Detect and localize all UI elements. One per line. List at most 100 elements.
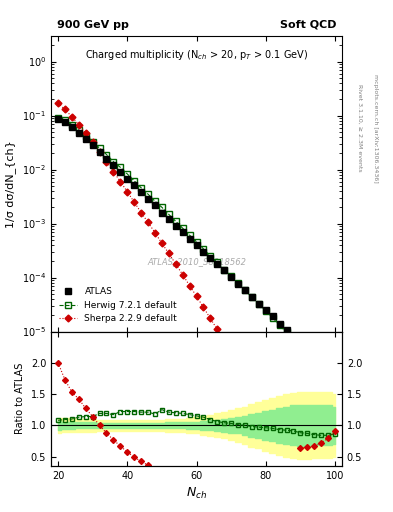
Sherpa 2.2.9 default <box>291 451 296 457</box>
ATLAS <box>125 176 130 182</box>
Sherpa 2.2.9 default <box>277 429 282 435</box>
Legend: ATLAS, Herwig 7.2.1 default, Sherpa 2.2.9 default: ATLAS, Herwig 7.2.1 default, Sherpa 2.2.… <box>55 284 181 327</box>
Herwig 7.2.1 default <box>332 378 337 385</box>
ATLAS <box>104 156 109 162</box>
ATLAS <box>326 368 331 374</box>
Herwig 7.2.1 default <box>201 246 206 252</box>
Sherpa 2.2.9 default <box>298 463 303 470</box>
Herwig 7.2.1 default <box>284 329 289 335</box>
ATLAS <box>305 347 310 353</box>
Herwig 7.2.1 default <box>62 117 67 123</box>
Sherpa 2.2.9 default <box>139 209 143 216</box>
Sherpa 2.2.9 default <box>146 219 151 225</box>
Herwig 7.2.1 default <box>125 171 130 177</box>
ATLAS <box>160 209 164 216</box>
Sherpa 2.2.9 default <box>125 188 130 195</box>
Herwig 7.2.1 default <box>111 159 116 165</box>
ATLAS <box>222 267 226 273</box>
Sherpa 2.2.9 default <box>257 394 261 400</box>
Herwig 7.2.1 default <box>291 336 296 343</box>
ATLAS <box>70 124 74 130</box>
Sherpa 2.2.9 default <box>118 179 123 185</box>
ATLAS <box>263 307 268 313</box>
Sherpa 2.2.9 default <box>201 304 206 310</box>
Herwig 7.2.1 default <box>236 280 241 286</box>
ATLAS <box>167 216 171 222</box>
Herwig 7.2.1 default <box>215 260 220 266</box>
ATLAS <box>291 334 296 340</box>
ATLAS <box>187 236 192 242</box>
Herwig 7.2.1 default <box>194 239 199 245</box>
Sherpa 2.2.9 default <box>222 337 226 344</box>
Text: Charged multiplicity (N$_{ch}$ > 20, p$_{T}$ > 0.1 GeV): Charged multiplicity (N$_{ch}$ > 20, p$_… <box>85 48 308 61</box>
Sherpa 2.2.9 default <box>187 283 192 289</box>
Herwig 7.2.1 default <box>160 204 164 210</box>
Sherpa 2.2.9 default <box>83 130 88 136</box>
Sherpa 2.2.9 default <box>270 417 275 423</box>
Herwig 7.2.1 default <box>146 191 151 197</box>
Sherpa 2.2.9 default <box>229 349 233 355</box>
Herwig 7.2.1 default <box>257 301 261 307</box>
ATLAS <box>56 116 61 122</box>
ATLAS <box>277 321 282 327</box>
ATLAS <box>312 354 317 360</box>
ATLAS <box>97 149 102 155</box>
Sherpa 2.2.9 default <box>160 240 164 246</box>
Y-axis label: Ratio to ATLAS: Ratio to ATLAS <box>15 363 25 434</box>
Sherpa 2.2.9 default <box>70 114 74 120</box>
ATLAS <box>173 222 178 228</box>
X-axis label: $N_{ch}$: $N_{ch}$ <box>186 486 207 501</box>
Herwig 7.2.1 default <box>173 218 178 224</box>
Text: ATLAS_2010_S8918562: ATLAS_2010_S8918562 <box>147 258 246 266</box>
ATLAS <box>257 301 261 307</box>
Sherpa 2.2.9 default <box>319 498 323 504</box>
Sherpa 2.2.9 default <box>326 509 331 512</box>
Herwig 7.2.1 default <box>270 315 275 321</box>
ATLAS <box>201 249 206 255</box>
Text: Soft QCD: Soft QCD <box>279 20 336 30</box>
ATLAS <box>118 169 123 175</box>
Herwig 7.2.1 default <box>250 294 254 301</box>
Herwig 7.2.1 default <box>83 133 88 139</box>
Sherpa 2.2.9 default <box>242 371 247 377</box>
Herwig 7.2.1 default <box>208 253 213 259</box>
Sherpa 2.2.9 default <box>208 315 213 322</box>
ATLAS <box>284 327 289 333</box>
ATLAS <box>139 189 143 195</box>
Sherpa 2.2.9 default <box>167 250 171 257</box>
ATLAS <box>298 340 303 347</box>
ATLAS <box>270 313 275 319</box>
Sherpa 2.2.9 default <box>236 360 241 366</box>
ATLAS <box>76 130 81 136</box>
Herwig 7.2.1 default <box>139 185 143 191</box>
Herwig 7.2.1 default <box>277 322 282 328</box>
Herwig 7.2.1 default <box>229 273 233 280</box>
ATLAS <box>62 119 67 125</box>
Herwig 7.2.1 default <box>298 344 303 350</box>
Herwig 7.2.1 default <box>242 287 247 293</box>
Herwig 7.2.1 default <box>180 225 185 231</box>
Sherpa 2.2.9 default <box>104 159 109 165</box>
Sherpa 2.2.9 default <box>180 271 185 278</box>
Herwig 7.2.1 default <box>90 139 95 145</box>
Herwig 7.2.1 default <box>326 371 331 377</box>
Sherpa 2.2.9 default <box>305 474 310 480</box>
Herwig 7.2.1 default <box>167 211 171 218</box>
Text: mcplots.cern.ch [arXiv:1306.3436]: mcplots.cern.ch [arXiv:1306.3436] <box>373 74 378 182</box>
Y-axis label: 1/σ dσ/dN_{ch}: 1/σ dσ/dN_{ch} <box>6 140 17 227</box>
Sherpa 2.2.9 default <box>284 440 289 446</box>
ATLAS <box>236 281 241 287</box>
Sherpa 2.2.9 default <box>90 139 95 145</box>
Herwig 7.2.1 default <box>70 121 74 127</box>
ATLAS <box>146 196 151 202</box>
Herwig 7.2.1 default <box>76 127 81 133</box>
Sherpa 2.2.9 default <box>76 121 81 127</box>
ATLAS <box>229 274 233 280</box>
Herwig 7.2.1 default <box>263 308 268 314</box>
Sherpa 2.2.9 default <box>263 405 268 411</box>
ATLAS <box>132 182 136 188</box>
Herwig 7.2.1 default <box>118 164 123 170</box>
Sherpa 2.2.9 default <box>250 382 254 389</box>
Text: 900 GeV pp: 900 GeV pp <box>57 20 129 30</box>
ATLAS <box>215 261 220 267</box>
